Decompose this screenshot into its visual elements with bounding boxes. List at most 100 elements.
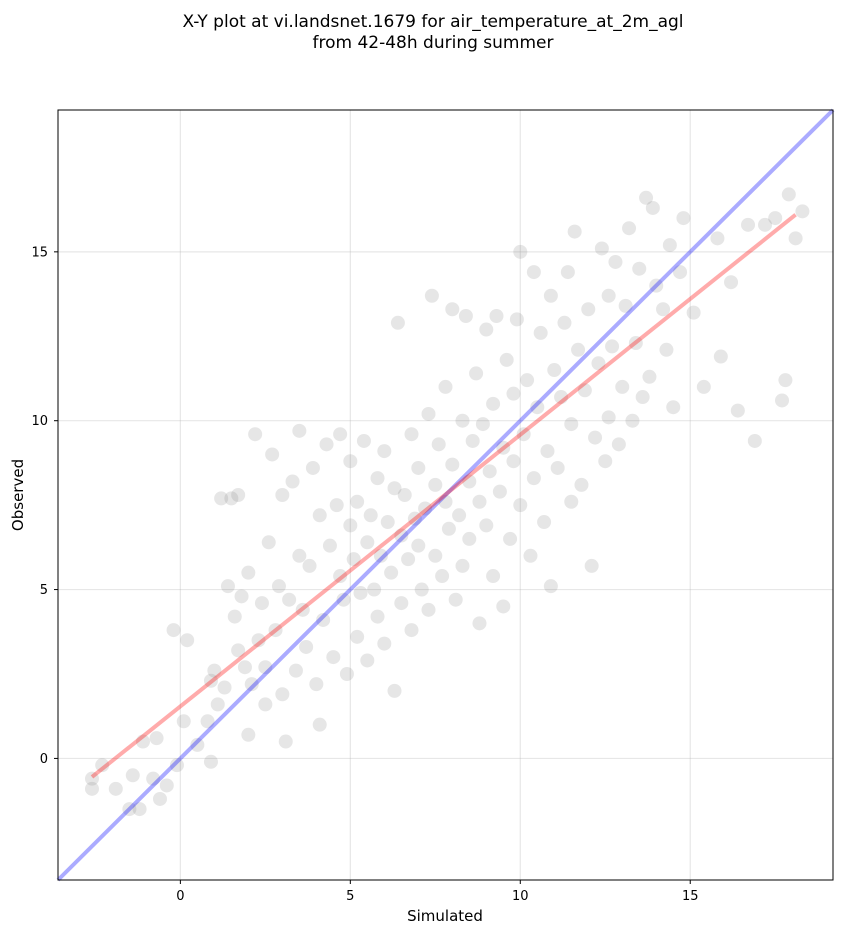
data-point: [462, 531, 477, 546]
data-point: [666, 400, 681, 415]
data-point: [428, 477, 443, 492]
data-point: [557, 315, 572, 330]
gridlines: [58, 110, 833, 880]
data-point: [135, 734, 150, 749]
data-point: [288, 663, 303, 678]
data-point: [489, 309, 504, 324]
data-point: [775, 393, 790, 408]
data-point: [220, 579, 235, 594]
data-point: [713, 349, 728, 364]
y-tick-label: 10: [31, 414, 48, 429]
data-point: [132, 802, 147, 817]
y-axis-label: Observed: [9, 459, 27, 531]
data-point: [380, 515, 395, 530]
data-point: [594, 241, 609, 256]
data-point: [322, 538, 337, 553]
data-point: [292, 423, 307, 438]
data-point: [676, 211, 691, 226]
data-point: [326, 650, 341, 665]
data-point: [741, 217, 756, 232]
data-point: [343, 518, 358, 533]
data-point: [496, 599, 511, 614]
data-point: [659, 342, 674, 357]
data-point: [292, 548, 307, 563]
data-point: [268, 623, 283, 638]
data-point: [275, 488, 290, 502]
data-point: [176, 714, 191, 729]
data-point: [394, 528, 409, 543]
data-point: [377, 636, 392, 651]
data-point: [421, 602, 436, 617]
data-point: [469, 366, 484, 381]
data-point: [564, 417, 579, 432]
data-point: [404, 623, 419, 638]
data-point: [244, 677, 259, 692]
data-point: [231, 643, 246, 658]
data-point: [254, 596, 269, 611]
data-point: [577, 383, 592, 398]
data-point: [418, 501, 433, 516]
data-point: [533, 325, 548, 340]
chart-subtitle: from 42-48h during summer: [313, 33, 554, 53]
data-point: [506, 386, 521, 401]
data-point: [360, 653, 375, 668]
data-point: [316, 612, 331, 627]
data-point: [360, 535, 375, 550]
data-point: [768, 211, 783, 226]
data-point: [261, 535, 276, 550]
chart-title: X-Y plot at vi.landsnet.1679 for air_tem…: [182, 12, 683, 32]
data-point: [530, 400, 545, 415]
data-point: [95, 758, 110, 773]
data-point: [373, 548, 388, 563]
plot-frame: [57, 109, 834, 881]
data-point: [591, 356, 606, 371]
data-point: [370, 609, 385, 624]
data-point: [747, 433, 762, 448]
data-point: [605, 339, 620, 354]
data-point: [465, 433, 480, 448]
data-point: [516, 427, 531, 442]
data-point: [258, 697, 273, 712]
data-point: [645, 200, 660, 215]
data-point: [305, 460, 320, 475]
data-point: [615, 379, 630, 394]
data-point: [513, 244, 528, 259]
data-point: [588, 430, 603, 445]
data-point: [543, 288, 558, 303]
data-point: [455, 413, 470, 428]
data-point: [662, 238, 677, 253]
data-point: [452, 508, 467, 523]
data-point: [265, 447, 280, 462]
data-point: [356, 433, 371, 448]
y-tick-label: 15: [31, 245, 48, 260]
data-point: [550, 460, 565, 475]
data-point: [581, 302, 596, 317]
data-point: [571, 342, 586, 357]
data-point: [598, 454, 613, 469]
data-point: [724, 275, 739, 290]
data-point: [84, 771, 99, 786]
data-point: [472, 494, 487, 509]
data-point: [180, 633, 195, 648]
data-point: [333, 427, 348, 442]
data-point: [122, 802, 137, 817]
data-point: [149, 731, 164, 746]
data-point: [543, 579, 558, 594]
data-point: [350, 629, 365, 644]
data-point: [231, 488, 246, 502]
data-point: [401, 552, 416, 567]
data-point: [445, 302, 460, 317]
data-point: [526, 471, 541, 486]
data-point: [509, 312, 524, 327]
scatter-points: [84, 187, 810, 817]
data-point: [241, 565, 256, 580]
data-point: [404, 427, 419, 442]
data-point: [635, 390, 650, 405]
data-point: [190, 737, 205, 752]
data-point: [584, 558, 599, 573]
data-point: [567, 224, 582, 239]
data-point: [312, 717, 327, 732]
x-tick-label: 15: [682, 889, 699, 904]
data-point: [214, 491, 229, 506]
plot-area: [56, 108, 835, 882]
